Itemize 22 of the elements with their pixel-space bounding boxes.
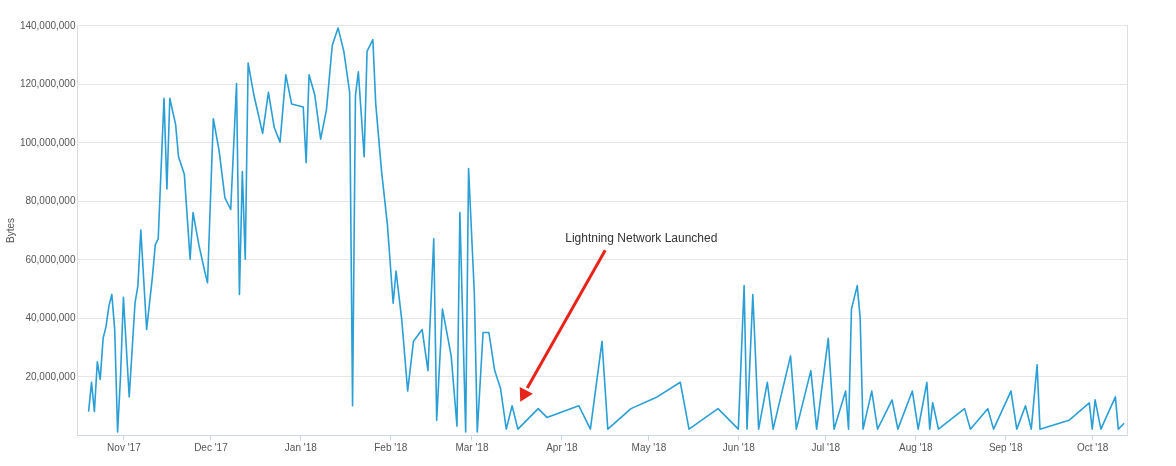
x-tick-label: Jan '18 [284,441,318,453]
x-tick-label: Jun '18 [722,441,756,453]
y-tick-label: 20,000,000 [25,370,76,382]
x-tick-label: Dec '17 [194,441,229,453]
x-tick-label: Aug '18 [898,441,933,453]
y-tick-label: 80,000,000 [25,195,76,207]
annotation: Lightning Network Launched [565,231,718,246]
x-tick-label: May '18 [631,441,667,453]
y-tick-label: 60,000,000 [25,253,76,265]
y-tick-label: 120,000,000 [19,78,76,90]
y-tick-label: 140,000,000 [19,19,76,31]
y-axis-title: Bytes [4,217,16,244]
x-tick-label: Oct '18 [1077,441,1109,453]
y-tick-label: 40,000,000 [25,312,76,324]
line-series [87,27,1125,433]
x-tick-label: Jul '18 [811,441,841,453]
x-tick-label: Apr '18 [546,441,579,453]
x-tick-label: Mar '18 [455,441,489,453]
x-tick-label: Feb '18 [374,441,408,453]
y-tick-label: 100,000,000 [19,136,76,148]
x-tick-label: Nov '17 [107,441,142,453]
x-tick-label: Sep '18 [988,441,1023,453]
